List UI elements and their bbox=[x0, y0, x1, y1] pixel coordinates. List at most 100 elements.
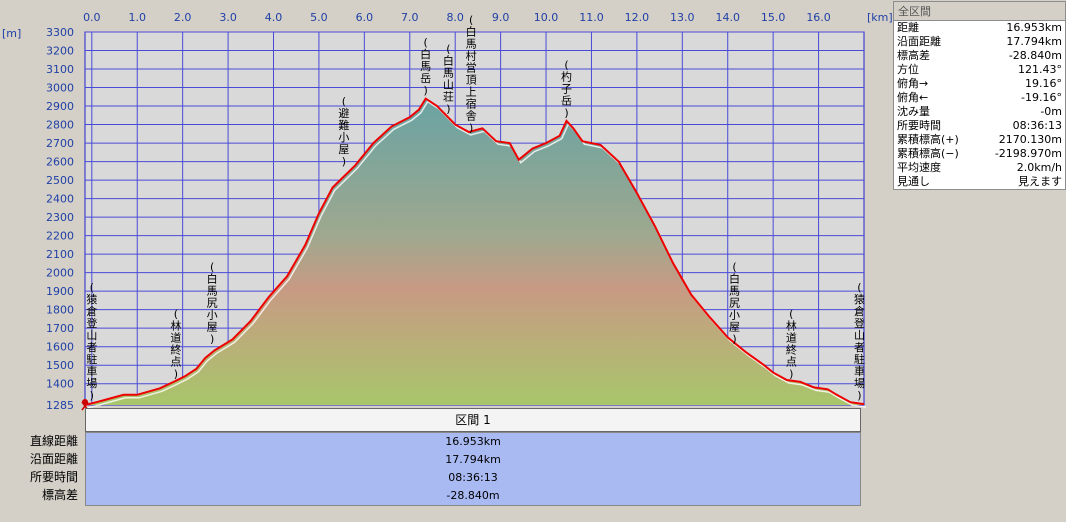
stat-elevation-diff: -28.840m bbox=[446, 489, 500, 502]
y-tick-label: 2500 bbox=[46, 174, 74, 187]
y-axis-ticks: 3300 3200 3100 3000 2900 2800 2700 2600 2500 2400… bbox=[46, 26, 74, 412]
summary-value: 2.0km/h bbox=[1016, 161, 1062, 174]
stat-label-duration: 所要時間 bbox=[29, 470, 78, 484]
x-tick-label: 10.0 bbox=[534, 11, 559, 24]
x-tick-label: 3.0 bbox=[219, 11, 237, 24]
y-tick-label: 2400 bbox=[46, 193, 74, 206]
stat-label-elevation-diff: 標高差 bbox=[41, 488, 78, 502]
waypoint-label: (避難小屋) bbox=[338, 95, 349, 168]
summary-row: 平均速度 2.0km/h bbox=[894, 161, 1065, 175]
waypoint-labels: (猿倉登山者駐車場) (林道終点) (白馬尻小屋) (避難小屋) (白馬岳) (白馬山荘)… bbox=[86, 14, 865, 402]
x-tick-label: 11.0 bbox=[579, 11, 604, 24]
x-tick-label: 4.0 bbox=[265, 11, 283, 24]
summary-value: 08:36:13 bbox=[1012, 119, 1062, 132]
stat-label-surface-distance: 沿面距離 bbox=[29, 452, 78, 466]
section-stat-labels: 直線距離 沿面距離 所要時間 標高差 bbox=[0, 432, 78, 504]
summary-label: 方位 bbox=[897, 63, 919, 76]
y-tick-label: 1800 bbox=[46, 304, 74, 317]
summary-value: 16.953km bbox=[1006, 21, 1062, 34]
summary-label: 累積標高(−) bbox=[897, 147, 959, 160]
summary-label: 累積標高(+) bbox=[897, 133, 959, 146]
y-tick-label: 2000 bbox=[46, 267, 74, 280]
summary-value: 17.794km bbox=[1006, 35, 1062, 48]
waypoint-label: (林道終点) bbox=[170, 308, 181, 381]
summary-label: 平均速度 bbox=[897, 161, 941, 174]
x-tick-label: 8.0 bbox=[446, 11, 464, 24]
summary-row: 俯角← -19.16° bbox=[894, 91, 1065, 105]
waypoint-label: (白馬山荘) bbox=[443, 43, 454, 116]
x-tick-label: 2.0 bbox=[174, 11, 192, 24]
waypoint-label: (杓子岳) bbox=[561, 58, 572, 119]
x-tick-label: 5.0 bbox=[310, 11, 328, 24]
summary-value: -28.840m bbox=[1008, 49, 1062, 62]
summary-value: 121.43° bbox=[1018, 63, 1062, 76]
summary-value: 2170.130m bbox=[998, 133, 1062, 146]
summary-table: 距離 16.953km 沿面距離 17.794km 標高差 -28.840m 方位 121.4… bbox=[894, 21, 1065, 189]
y-tick-label: 1600 bbox=[46, 341, 74, 354]
summary-value: -0m bbox=[1040, 105, 1062, 118]
y-tick-label: 1900 bbox=[46, 285, 74, 298]
y-tick-label: 2300 bbox=[46, 211, 74, 224]
y-tick-label: 1400 bbox=[46, 378, 74, 391]
y-tick-label: 2200 bbox=[46, 230, 74, 243]
elevation-area bbox=[85, 98, 864, 405]
summary-value: 見えます bbox=[1018, 175, 1062, 188]
y-axis-unit: [m] bbox=[2, 27, 21, 40]
section-stats: 16.953km 17.794km 08:36:13 -28.840m bbox=[85, 432, 861, 506]
summary-row: 累積標高(+) 2170.130m bbox=[894, 133, 1065, 147]
summary-label: 沈み量 bbox=[897, 105, 930, 118]
x-axis-unit: [km] bbox=[867, 11, 893, 24]
summary-row: 所要時間 08:36:13 bbox=[894, 119, 1065, 133]
x-axis-ticks: 0.0 1.0 2.0 3.0 4.0 5.0 6.0 7.0 8.0 9.0 10.0 11.0 12… bbox=[83, 11, 831, 24]
x-tick-label: 15.0 bbox=[761, 11, 786, 24]
waypoint-label: (白馬尻小屋) bbox=[207, 261, 218, 346]
y-tick-label: 2700 bbox=[46, 137, 74, 150]
waypoint-label: (林道終点) bbox=[786, 308, 797, 381]
summary-label: 見通し bbox=[897, 175, 930, 188]
waypoint-label: (白馬尻小屋) bbox=[729, 261, 740, 346]
summary-row: 俯角→ 19.16° bbox=[894, 77, 1065, 91]
stat-straight-distance: 16.953km bbox=[445, 435, 501, 448]
summary-row: 沈み量 -0m bbox=[894, 105, 1065, 119]
waypoint-label: (猿倉登山者駐車場) bbox=[86, 281, 97, 402]
y-tick-label: 2900 bbox=[46, 100, 74, 113]
section-header[interactable]: 区間 1 bbox=[85, 408, 861, 432]
summary-header: 全区間 bbox=[894, 2, 1065, 21]
x-tick-label: 13.0 bbox=[670, 11, 695, 24]
y-tick-label: 3000 bbox=[46, 82, 74, 95]
elevation-profile-line bbox=[84, 97, 865, 406]
summary-label: 俯角→ bbox=[897, 77, 929, 90]
summary-row: 見通し 見えます bbox=[894, 175, 1065, 189]
x-tick-label: 7.0 bbox=[401, 11, 419, 24]
waypoint-label: (白馬岳) bbox=[420, 36, 431, 97]
x-tick-label: 14.0 bbox=[715, 11, 740, 24]
x-tick-label: 0.0 bbox=[83, 11, 101, 24]
summary-row: 標高差 -28.840m bbox=[894, 49, 1065, 63]
summary-label: 標高差 bbox=[897, 49, 930, 62]
x-tick-label: 12.0 bbox=[625, 11, 650, 24]
y-tick-label: 3300 bbox=[46, 26, 74, 39]
summary-label: 俯角← bbox=[897, 91, 929, 104]
y-tick-label: 1700 bbox=[46, 322, 74, 335]
stat-surface-distance: 17.794km bbox=[445, 453, 501, 466]
stat-duration: 08:36:13 bbox=[448, 471, 498, 484]
x-tick-label: 16.0 bbox=[806, 11, 831, 24]
summary-value: -2198.970m bbox=[994, 147, 1062, 160]
summary-label: 距離 bbox=[897, 21, 919, 34]
summary-value: -19.16° bbox=[1021, 91, 1062, 104]
y-tick-label: 2800 bbox=[46, 119, 74, 132]
waypoint-label: (白馬村営頂上宿舎) bbox=[466, 14, 477, 135]
summary-row: 累積標高(−) -2198.970m bbox=[894, 147, 1065, 161]
y-tick-label: 3200 bbox=[46, 45, 74, 58]
stat-label-straight-distance: 直線距離 bbox=[29, 434, 78, 448]
y-tick-label: 2100 bbox=[46, 248, 74, 261]
summary-panel: 全区間 距離 16.953km 沿面距離 17.794km 標高差 -28.840m 方位 1… bbox=[893, 1, 1066, 190]
waypoint-label: (猿倉登山者駐車場) bbox=[854, 281, 865, 402]
x-tick-label: 9.0 bbox=[492, 11, 510, 24]
y-tick-label: 1500 bbox=[46, 359, 74, 372]
summary-row: 沿面距離 17.794km bbox=[894, 35, 1065, 49]
x-tick-label: 6.0 bbox=[356, 11, 374, 24]
summary-row: 方位 121.43° bbox=[894, 63, 1065, 77]
y-tick-label: 3100 bbox=[46, 63, 74, 76]
